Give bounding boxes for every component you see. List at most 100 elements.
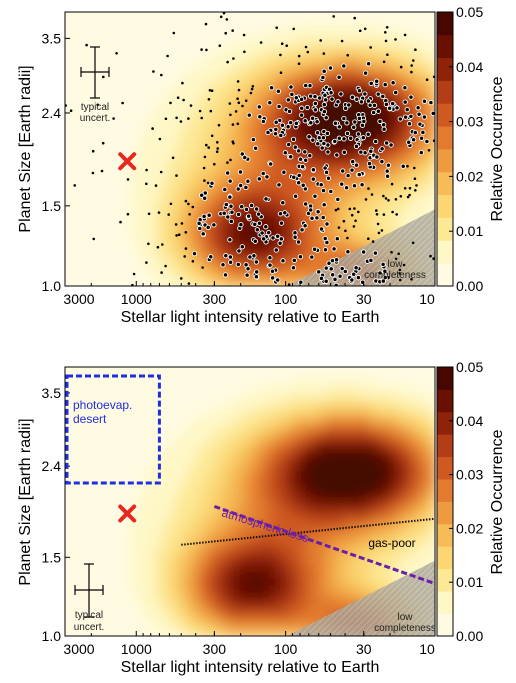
planet-point	[91, 171, 95, 175]
planet-point	[180, 277, 183, 280]
colorbar-segment	[437, 194, 453, 218]
planet-point	[275, 233, 281, 239]
colorbar-segment	[437, 411, 453, 435]
planet-point	[210, 134, 214, 138]
planet-point	[299, 163, 306, 170]
planet-point	[308, 120, 314, 126]
planet-point	[256, 104, 262, 110]
planet-point	[336, 74, 342, 80]
planet-point	[399, 195, 403, 198]
planet-point	[373, 138, 379, 145]
bottom-low-completeness-label-line2: completeness	[374, 623, 436, 634]
planet-point	[307, 82, 313, 89]
planet-point	[362, 91, 368, 97]
planet-point	[325, 149, 331, 155]
planet-point	[298, 96, 305, 103]
bottom-low-completeness-region	[287, 560, 435, 636]
planet-point	[205, 143, 208, 147]
planet-point	[365, 98, 372, 104]
planet-point	[292, 144, 298, 150]
planet-point	[430, 110, 435, 117]
planet-point	[341, 149, 347, 155]
planet-point	[269, 268, 276, 274]
planet-point	[321, 101, 327, 108]
planet-point	[227, 194, 233, 200]
planet-point	[398, 268, 402, 272]
planet-point	[310, 137, 316, 143]
planet-point	[161, 243, 164, 246]
planet-point	[425, 78, 429, 81]
planet-point	[332, 120, 339, 126]
planet-point	[368, 257, 374, 264]
planet-point	[228, 218, 235, 225]
planet-point	[251, 85, 255, 88]
x-tick-label: 100	[274, 641, 298, 657]
planet-point	[164, 117, 168, 121]
planet-point	[429, 254, 432, 258]
top-low-completeness-label-line1: low	[387, 259, 403, 270]
top-colorbar: 0.00 0.01 0.02 0.03 0.04 0.05	[436, 4, 483, 294]
planet-point	[353, 16, 357, 20]
planet-point	[417, 121, 423, 127]
planet-point	[159, 170, 163, 174]
planet-point	[229, 209, 235, 215]
top-density-plot	[65, 12, 435, 286]
planet-point	[397, 252, 401, 256]
top-y-axis-label: Planet Size [Earth radii]	[17, 65, 34, 232]
planet-point	[237, 101, 241, 104]
colorbar-segment	[437, 523, 453, 547]
top-panel: 3000 1000 300 100 30 10 1.0 1.5 2.4 3.5 Stellar …	[17, 4, 506, 326]
planet-point	[273, 119, 279, 125]
planet-point	[256, 176, 262, 182]
planet-point	[341, 63, 347, 69]
planet-point	[237, 88, 241, 92]
colorbar-tick-label: 0.05	[456, 359, 483, 375]
planet-point	[239, 151, 245, 157]
top-y-ticks: 1.0 1.5 2.4 3.5	[42, 30, 70, 294]
planet-point	[368, 80, 374, 87]
planet-point	[320, 74, 326, 81]
planet-point	[126, 212, 130, 216]
planet-point	[375, 91, 381, 97]
planet-point	[408, 113, 414, 120]
planet-point	[325, 175, 332, 181]
planet-point	[361, 118, 367, 125]
planet-point	[410, 64, 414, 67]
planet-point	[293, 95, 299, 101]
planet-point	[280, 200, 286, 206]
colorbar-segment	[437, 546, 453, 570]
planet-point	[408, 94, 414, 100]
planet-point	[201, 266, 204, 269]
planet-point	[227, 259, 234, 265]
planet-point	[273, 247, 279, 253]
planet-point	[219, 15, 223, 19]
planet-point	[309, 215, 315, 221]
planet-point	[326, 260, 332, 266]
planet-point	[239, 244, 245, 250]
planet-point	[323, 97, 329, 103]
planet-point	[121, 101, 124, 105]
planet-point	[220, 262, 226, 268]
planet-point	[332, 15, 336, 18]
planet-point	[172, 31, 176, 35]
planet-point	[222, 186, 228, 193]
planet-point	[205, 224, 211, 231]
planet-point	[303, 82, 309, 89]
planet-point	[393, 89, 399, 96]
planet-point	[390, 250, 393, 254]
planet-point	[207, 146, 210, 149]
planet-point	[394, 105, 400, 111]
x-tick-label: 3000	[63, 291, 94, 307]
planet-point	[239, 203, 245, 210]
planet-point	[250, 87, 254, 91]
planet-point	[177, 233, 181, 236]
colorbar-segment	[437, 568, 453, 592]
planet-point	[167, 213, 170, 216]
bottom-plot-frame	[64, 366, 436, 637]
planet-point	[200, 231, 206, 237]
colorbar-tick-label: 0.04	[456, 413, 483, 429]
planet-point	[344, 130, 351, 137]
planet-point	[394, 198, 398, 201]
planet-point	[253, 206, 260, 212]
planet-point	[366, 160, 373, 167]
